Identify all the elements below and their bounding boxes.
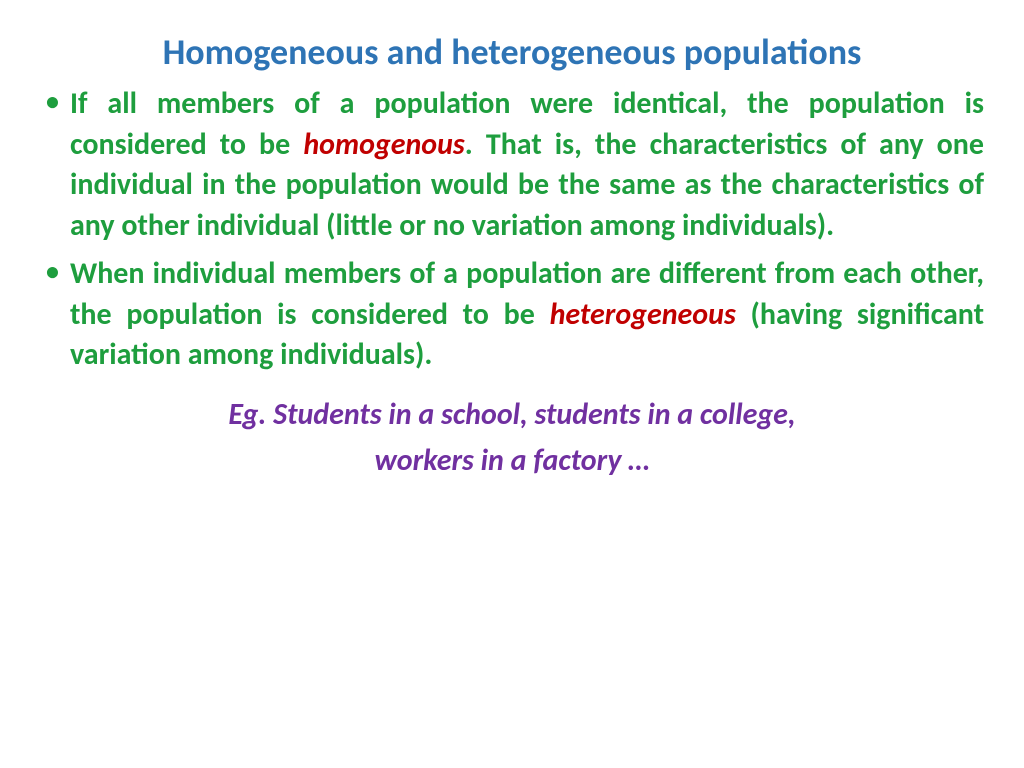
example-line: Eg. Students in a school, students in a … [40,392,984,439]
example-line: workers in a factory … [40,438,984,485]
slide-title: Homogeneous and heterogeneous population… [40,30,984,74]
keyword-text: heterogeneous [550,296,736,333]
keyword-text: homogenous [303,126,464,163]
bullet-list: If all members of a population were iden… [40,84,984,376]
bullet-item: When individual members of a population … [40,254,984,376]
example-block: Eg. Students in a school, students in a … [40,392,984,485]
bullet-item: If all members of a population were iden… [40,84,984,246]
